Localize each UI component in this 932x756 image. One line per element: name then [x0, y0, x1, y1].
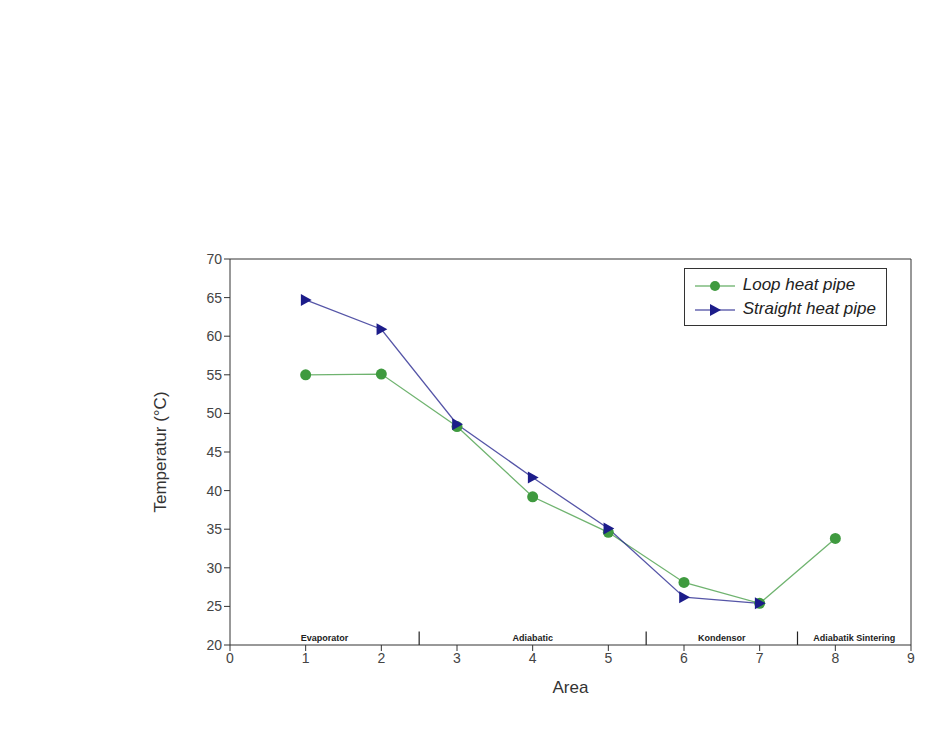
svg-text:Temperatur (°C): Temperatur (°C) — [151, 391, 170, 512]
svg-text:20: 20 — [206, 637, 222, 653]
svg-text:70: 70 — [206, 251, 222, 267]
svg-text:Area: Area — [553, 678, 589, 697]
svg-text:65: 65 — [206, 290, 222, 306]
html-text:Loop heat pipe: Loop heat pipe — [742, 275, 856, 294]
svg-text:4: 4 — [529, 650, 537, 666]
svg-text:9: 9 — [907, 650, 915, 666]
svg-text:2: 2 — [377, 650, 385, 666]
svg-text:60: 60 — [206, 328, 222, 344]
svg-text:3: 3 — [453, 650, 461, 666]
svg-text:7: 7 — [756, 650, 764, 666]
html-text:Straight heat pipe: Straight heat pipe — [742, 299, 876, 318]
svg-text:Adiabatic: Adiabatic — [512, 633, 553, 643]
svg-text:6: 6 — [680, 650, 688, 666]
svg-text:5: 5 — [604, 650, 612, 666]
svg-text:Evaporator: Evaporator — [301, 633, 349, 643]
svg-text:Kondensor: Kondensor — [698, 633, 746, 643]
svg-text:30: 30 — [206, 560, 222, 576]
svg-text:25: 25 — [206, 598, 222, 614]
svg-text:55: 55 — [206, 367, 222, 383]
svg-text:40: 40 — [206, 483, 222, 499]
svg-text:1: 1 — [302, 650, 310, 666]
svg-text:50: 50 — [206, 405, 222, 421]
svg-text:8: 8 — [831, 650, 839, 666]
svg-text:45: 45 — [206, 444, 222, 460]
svg-text:35: 35 — [206, 521, 222, 537]
svg-text:Adiabatik Sintering: Adiabatik Sintering — [813, 633, 895, 643]
svg-text:0: 0 — [226, 650, 234, 666]
